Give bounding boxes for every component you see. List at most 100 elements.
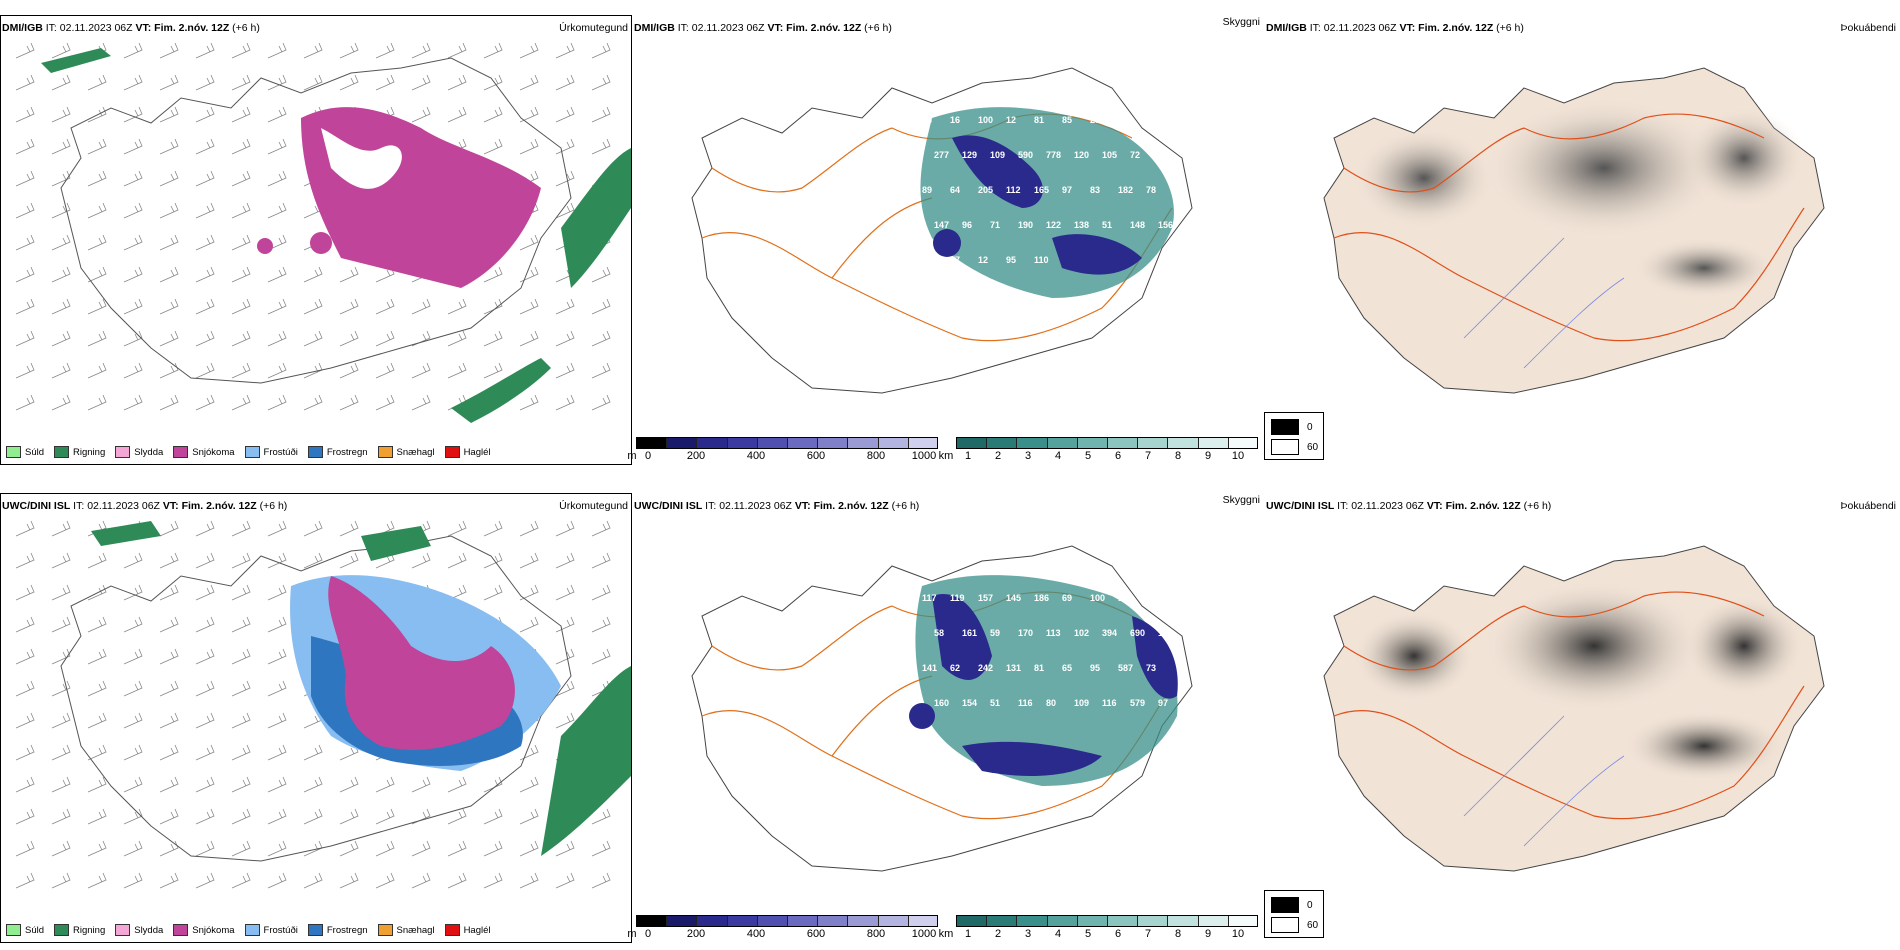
visibility-value-label: 85: [1062, 115, 1072, 125]
wind-barb: [195, 808, 215, 825]
wind-barb: [51, 776, 71, 793]
wind-barb: [519, 776, 539, 793]
visibility-value-label: 182: [1118, 185, 1133, 195]
wind-barb: [159, 394, 179, 411]
wind-barb: [303, 520, 323, 537]
wind-barb: [51, 744, 71, 761]
panel-title: Skyggni: [1222, 494, 1260, 506]
wind-barb: [195, 712, 215, 729]
wind-barb: [303, 74, 323, 91]
wind-barb: [303, 808, 323, 825]
wind-barb: [267, 616, 287, 633]
wind-barb: [339, 840, 359, 857]
wind-barb: [231, 808, 251, 825]
fog-shade: [1354, 611, 1474, 701]
wind-barb: [15, 520, 35, 537]
wind-barb: [339, 266, 359, 283]
wind-barb: [339, 330, 359, 347]
vis-low-area: [962, 741, 1102, 776]
wind-barb: [195, 616, 215, 633]
wind-barb: [15, 362, 35, 379]
wind-barb: [123, 106, 143, 123]
wind-barb: [159, 362, 179, 379]
wind-barb: [267, 330, 287, 347]
visibility-value-label: 579: [1130, 698, 1145, 708]
wind-barb: [339, 776, 359, 793]
wind-barb: [15, 42, 35, 59]
rain-band-3: [41, 48, 111, 73]
visibility-value-label: 51: [990, 698, 1000, 708]
wind-barb: [447, 808, 467, 825]
wind-barb: [519, 840, 539, 857]
wind-barb: [123, 74, 143, 91]
wind-barb: [159, 266, 179, 283]
panel-title: Úrkomutegund: [559, 22, 628, 34]
wind-barb: [195, 520, 215, 537]
wind-barb: [15, 266, 35, 283]
wind-barb: [195, 138, 215, 155]
wind-barb: [51, 42, 71, 59]
it-value: 02.11.2023 06Z: [59, 22, 133, 34]
wind-barb: [195, 170, 215, 187]
wind-barb: [195, 234, 215, 251]
wind-barb: [555, 648, 575, 665]
wind-barb: [15, 138, 35, 155]
rain-band-2: [361, 526, 431, 561]
wind-barb: [339, 872, 359, 889]
wind-barb: [591, 266, 611, 283]
panel-header: UWC/DINI ISL IT: 02.11.2023 06Z VT: Fim.…: [634, 494, 1260, 512]
visibility-value-label: 100: [1090, 593, 1105, 603]
wind-barb: [303, 394, 323, 411]
iceland-outline: [60, 57, 572, 384]
visibility-value-label: 65: [1062, 663, 1072, 673]
wind-barb: [339, 298, 359, 315]
precip-map-top: [15, 42, 631, 423]
wind-barb: [411, 552, 431, 569]
legend-item-drizzle: Súld: [6, 446, 44, 458]
fog-shade: [1484, 98, 1724, 238]
wind-barb: [87, 170, 107, 187]
fog-shade: [1354, 128, 1494, 228]
visibility-value-label: 112: [1006, 185, 1021, 195]
wind-barb: [87, 138, 107, 155]
visibility-value-label: 42: [922, 733, 932, 743]
wind-barb: [15, 584, 35, 601]
wind-barb: [375, 394, 395, 411]
wind-barb: [447, 776, 467, 793]
snow-area: [301, 107, 541, 288]
wind-barb: [15, 330, 35, 347]
wind-barb: [87, 234, 107, 251]
visibility-value-label: 119: [950, 593, 965, 603]
wind-barb: [447, 42, 467, 59]
wind-barb: [483, 362, 503, 379]
wind-barb: [51, 138, 71, 155]
wind-barb: [519, 552, 539, 569]
wind-barb: [87, 744, 107, 761]
wind-barb: [231, 362, 251, 379]
visibility-value-label: 96: [962, 220, 972, 230]
wind-barb: [195, 362, 215, 379]
wind-barb: [159, 680, 179, 697]
wind-barb: [87, 648, 107, 665]
wind-barb: [159, 234, 179, 251]
wind-barb: [519, 138, 539, 155]
wind-barb: [123, 840, 143, 857]
wind-barb: [375, 362, 395, 379]
it-label: IT:: [45, 22, 57, 34]
wind-barb: [195, 74, 215, 91]
visibility-value-label: 109: [1074, 698, 1089, 708]
wind-barb: [15, 648, 35, 665]
wind-barb: [267, 712, 287, 729]
vis-km-colorbar: [956, 915, 1258, 927]
road-network: [1333, 113, 1805, 342]
vis-low-area: [932, 594, 992, 680]
visibility-value-label: 138: [1074, 220, 1089, 230]
legend-item-freezing-rain: Frostregn: [307, 446, 368, 458]
wind-barb: [123, 234, 143, 251]
fog-legend: 0 60: [1264, 890, 1324, 938]
visibility-value-label: 156: [1158, 220, 1173, 230]
wind-barb: [303, 266, 323, 283]
wind-barb: [303, 42, 323, 59]
wind-barb: [195, 840, 215, 857]
visibility-value-label: 232: [1090, 115, 1105, 125]
